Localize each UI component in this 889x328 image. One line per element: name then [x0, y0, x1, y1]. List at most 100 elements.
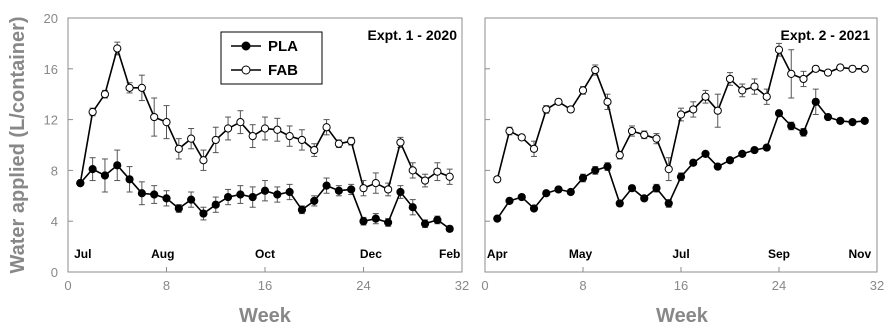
- data-point: [334, 186, 343, 195]
- x-tick-label: 8: [163, 278, 170, 293]
- data-point: [408, 203, 417, 212]
- legend-marker-pla: [241, 41, 251, 51]
- y-axis-title: Water applied (L/container): [7, 16, 29, 273]
- data-point: [125, 175, 134, 184]
- data-point: [676, 110, 686, 119]
- data-point: [137, 83, 146, 92]
- month-label: May: [569, 247, 593, 261]
- month-label: Jul: [672, 247, 689, 261]
- data-point: [433, 167, 442, 176]
- legend-label-pla: PLA: [268, 38, 298, 55]
- data-point: [701, 149, 710, 158]
- data-point: [860, 116, 869, 125]
- data-point: [615, 151, 624, 160]
- data-point: [113, 44, 122, 53]
- x-tick-label: 0: [481, 278, 488, 293]
- series-pla: [76, 149, 454, 233]
- x-tick-label: 16: [258, 278, 272, 293]
- data-point: [162, 194, 171, 203]
- y-tick-label: 16: [44, 62, 58, 77]
- data-point: [566, 105, 575, 114]
- data-point: [860, 64, 869, 73]
- data-point: [187, 134, 196, 143]
- data-point: [664, 165, 673, 174]
- data-point: [517, 133, 526, 142]
- data-point: [150, 112, 159, 122]
- month-label: Nov: [849, 247, 872, 261]
- y-tick-label: 0: [51, 265, 58, 280]
- data-point: [359, 217, 368, 226]
- data-point: [529, 204, 539, 213]
- x-tick-label: 8: [579, 278, 586, 293]
- data-point: [848, 64, 857, 73]
- data-point: [174, 144, 183, 153]
- data-point: [76, 179, 85, 188]
- y-tick-label: 8: [51, 163, 58, 178]
- data-point: [493, 175, 502, 184]
- data-point: [591, 65, 600, 75]
- data-point: [310, 196, 319, 205]
- data-point: [211, 135, 220, 145]
- data-point: [774, 109, 784, 118]
- data-point: [285, 132, 294, 141]
- data-point: [396, 138, 405, 147]
- data-point: [774, 45, 784, 54]
- data-point: [787, 69, 796, 78]
- data-point: [689, 105, 698, 114]
- legend-box: [220, 31, 323, 85]
- data-point: [384, 218, 393, 227]
- series-pla: [493, 88, 869, 223]
- x-tick-label: 16: [674, 278, 688, 293]
- data-point: [627, 126, 637, 136]
- data-point: [371, 179, 380, 188]
- data-point: [848, 118, 857, 127]
- data-point: [505, 196, 514, 205]
- data-point: [248, 192, 257, 202]
- data-point: [676, 172, 686, 181]
- data-point: [713, 106, 722, 115]
- data-point: [322, 123, 331, 132]
- data-point: [578, 86, 588, 95]
- data-point: [689, 158, 698, 167]
- data-point: [113, 161, 122, 170]
- data-point: [603, 162, 612, 171]
- data-point: [664, 199, 673, 208]
- data-point: [701, 92, 710, 101]
- data-point: [223, 124, 233, 133]
- data-point: [297, 135, 307, 145]
- panel-title: Expt. 2 - 2021: [781, 27, 871, 43]
- data-point: [150, 190, 159, 199]
- data-point: [627, 184, 637, 193]
- data-point: [433, 215, 442, 225]
- panel-expt-1: 0 8 16 24 32 0 4 8 12 16 20 Jul Aug Oct Dec Feb Expt. 1 …: [44, 11, 470, 293]
- data-point: [554, 185, 563, 194]
- data-point: [420, 219, 430, 228]
- data-point: [836, 63, 845, 72]
- data-point: [273, 190, 282, 199]
- data-point: [554, 97, 563, 106]
- data-point: [725, 74, 735, 84]
- month-label: Aug: [151, 247, 174, 261]
- x-axis-title-right: Week: [656, 305, 709, 327]
- data-point: [88, 165, 97, 174]
- x-tick-label: 24: [772, 278, 786, 293]
- data-point: [125, 83, 134, 92]
- data-point: [162, 118, 171, 127]
- data-point: [505, 126, 514, 136]
- data-point: [445, 224, 454, 233]
- series-fab: [493, 42, 869, 184]
- data-point: [174, 204, 183, 213]
- data-point: [322, 181, 331, 190]
- data-point: [517, 192, 526, 202]
- data-point: [787, 121, 796, 131]
- data-point: [371, 214, 380, 223]
- y-tick-label: 4: [51, 214, 58, 229]
- x-tick-label: 24: [356, 278, 370, 293]
- month-label: Feb: [439, 247, 460, 261]
- data-point: [347, 137, 356, 146]
- data-point: [762, 92, 771, 101]
- data-point: [248, 132, 257, 141]
- x-axis-title-left: Week: [239, 305, 292, 327]
- data-point: [652, 184, 661, 193]
- data-point: [223, 192, 233, 202]
